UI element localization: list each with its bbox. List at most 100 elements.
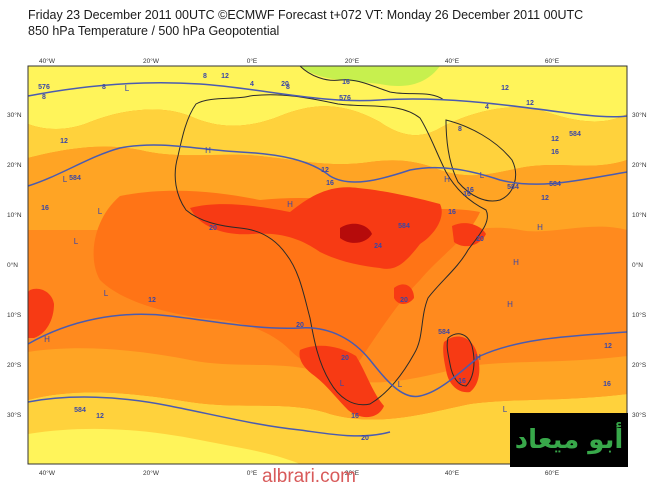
contour-584-north [27,144,628,187]
lat-label-left: 0°N [7,261,18,269]
lat-label-left: 20°S [7,361,22,369]
lon-label-top: 60°E [545,57,560,65]
high-pressure-mark: H [475,353,481,362]
contour-label: 12 [501,85,509,92]
forecast-header-line2: 850 hPa Temperature / 500 hPa Geopotenti… [28,24,280,38]
contour-label: 16 [458,378,466,385]
lat-label-left: 10°S [7,311,22,319]
contour-label: 8 [42,94,46,101]
cool-band-southwest [28,428,300,464]
contour-label: 12 [526,100,534,107]
lat-label-right: 30°N [632,111,647,119]
madagascar-coastline [446,333,475,387]
forecast-header-line1: Friday 23 December 2011 00UTC ©ECMWF For… [28,8,584,22]
contour-label: 16 [463,191,471,198]
contour-label: 576 [339,95,351,102]
lat-label-right: 10°N [632,211,647,219]
lat-label-left: 30°S [7,411,22,419]
contour-label: 16 [551,149,559,156]
low-pressure-mark: L [340,379,345,388]
high-pressure-mark: H [44,335,50,344]
lon-label-bottom: 40°W [39,469,56,477]
contour-label: 20 [361,435,369,442]
contour-label: 8 [286,84,290,91]
high-pressure-mark: H [444,175,450,184]
lat-label-left: 10°N [7,211,22,219]
contour-label: 584 [69,175,81,182]
contour-label: 16 [448,209,456,216]
contour-label: 584 [74,407,86,414]
contour-label: 12 [221,73,229,80]
high-pressure-mark: H [537,223,543,232]
contour-label: 4 [250,81,254,88]
contour-576-south [27,396,391,437]
contour-label: 8 [102,84,106,91]
lon-label-bottom: 40°E [445,469,460,477]
low-pressure-mark: L [398,380,403,389]
lon-label-bottom: 20°E [345,469,360,477]
lat-label-left: 20°N [7,161,22,169]
contour-label: 12 [321,167,329,174]
east-africa-hot [452,223,486,247]
lon-label-top: 0°E [247,57,258,65]
contour-label: 20 [209,225,217,232]
lon-label-top: 20°W [143,57,160,65]
lon-label-top: 40°W [39,57,56,65]
contour-label: 16 [351,413,359,420]
contour-label: 12 [551,136,559,143]
contour-label: 8 [458,126,462,133]
pressure-centers: L H L H L L H H L H L H L H L H L [44,84,543,414]
contour-label: 12 [96,413,104,420]
contour-label: 20 [476,236,484,243]
contour-label: 20 [296,322,304,329]
low-pressure-mark: L [74,237,79,246]
lon-label-top: 40°E [445,57,460,65]
lat-label-right: 20°N [632,161,647,169]
central-africa-hottest [340,223,372,243]
low-pressure-mark: L [480,171,485,180]
low-pressure-mark: L [98,207,103,216]
low-pressure-mark: L [104,289,109,298]
contour-label: 584 [549,181,561,188]
contour-label: 4 [485,104,489,111]
mild-band-north [28,106,627,176]
map-frame [27,65,628,465]
sahel-hot-core [190,187,442,269]
contour-label: 16 [603,381,611,388]
high-pressure-mark: H [205,146,211,155]
south-africa-hot-west [299,345,384,418]
contour-label: 12 [541,195,549,202]
contour-label: 12 [604,343,612,350]
contour-label: 584 [507,184,519,191]
arabia-coastline [445,119,516,202]
africa-coastline [174,94,488,406]
lat-label-left: 30°N [7,111,22,119]
high-pressure-mark: H [287,200,293,209]
watermark: albrari.com [262,466,356,487]
high-pressure-mark: H [507,300,513,309]
contour-label: 584 [569,131,581,138]
atlantic-hot-west [28,288,54,338]
europe-coastline [299,65,445,101]
lon-label-top: 20°E [345,57,360,65]
light-green-patch [300,66,440,86]
lat-label-right: 10°S [632,311,647,319]
low-pressure-mark: L [125,84,130,93]
contour-584-south [27,313,628,398]
contour-label: 584 [438,329,450,336]
high-pressure-mark: H [513,258,519,267]
contour-label: 12 [148,297,156,304]
low-pressure-mark: L [503,405,508,414]
contour-label: 24 [374,243,382,250]
contour-label: 12 [60,138,68,145]
lat-label-right: 0°N [632,261,643,269]
contour-label: 8 [203,73,207,80]
contour-label: 584 [398,223,410,230]
contour-label: 16 [466,187,474,194]
contour-label: 16 [326,180,334,187]
contour-label: 20 [281,81,289,88]
lon-label-bottom: 0°E [247,469,258,477]
lon-label-bottom: 60°E [545,469,560,477]
lat-label-right: 30°S [632,411,647,419]
